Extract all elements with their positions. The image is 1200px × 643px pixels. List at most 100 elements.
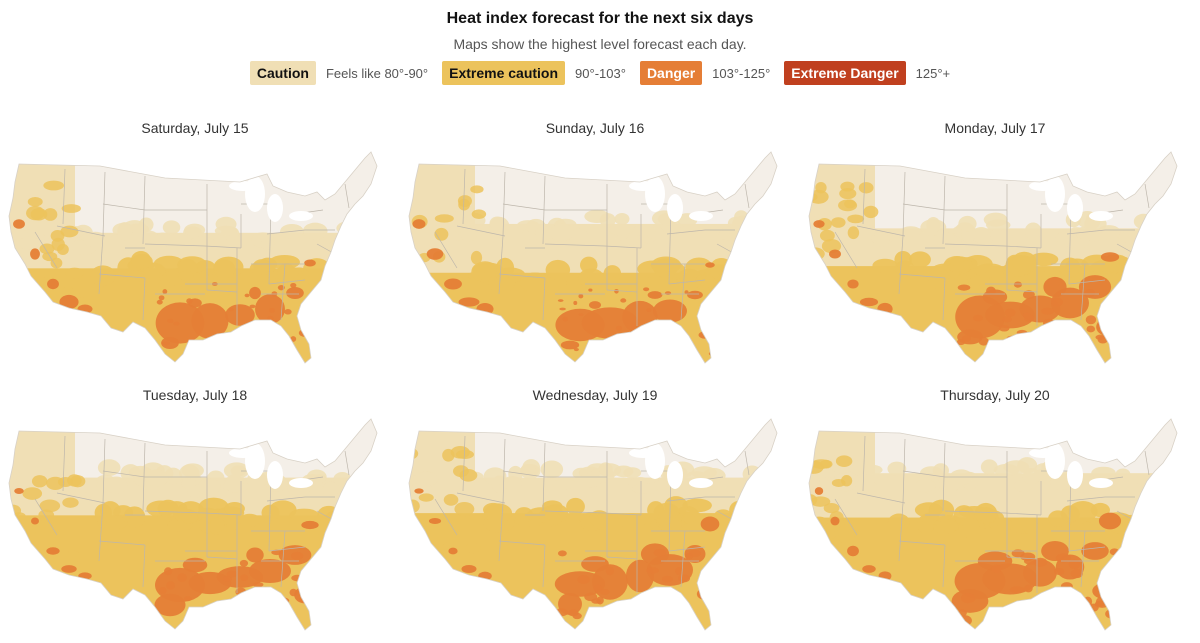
heat-zone (764, 465, 777, 483)
state-border (206, 289, 238, 293)
state-border (462, 435, 466, 492)
heat-zone (186, 298, 193, 304)
heat-zone (815, 181, 827, 194)
legend: Caution Feels like 80°-90° Extreme cauti… (0, 61, 1200, 85)
heat-zone (928, 499, 955, 522)
heat-zone (625, 559, 655, 593)
state-border (144, 243, 206, 247)
heat-zone (993, 463, 1020, 477)
state-border (898, 540, 946, 546)
state-border (1080, 530, 1086, 588)
heat-zone (1154, 227, 1177, 243)
heat-zone (1024, 222, 1042, 240)
heat-zone (615, 325, 623, 331)
heat-zone (443, 493, 459, 506)
heat-zone (39, 243, 55, 255)
heat-zone (608, 223, 634, 236)
heat-zone (1100, 252, 1120, 262)
heat-zone (1002, 316, 1012, 323)
heat-zone (741, 269, 765, 286)
heat-zone (455, 449, 475, 459)
lake (229, 448, 257, 458)
state-border (944, 243, 1006, 247)
state-border (542, 277, 546, 321)
heat-zone (14, 488, 24, 494)
legend-range-caution: Feels like 80°-90° (325, 65, 429, 81)
heat-zone (156, 299, 163, 305)
caution-zone (409, 164, 475, 363)
heat-zone (409, 281, 419, 293)
heat-zone (520, 463, 536, 476)
heat-zone (161, 341, 170, 346)
heat-zone (61, 204, 81, 213)
heat-zone (647, 291, 663, 299)
heat-zone (680, 343, 685, 347)
heat-map-saturday (8, 151, 378, 364)
heat-zone (1133, 502, 1164, 524)
heat-zone (127, 270, 149, 286)
state-border (98, 273, 146, 279)
heat-zone (577, 575, 590, 584)
heat-zone (631, 225, 656, 237)
heat-zone (926, 216, 941, 233)
heat-zone (197, 478, 221, 496)
legend-item-extreme-danger: Extreme Danger 125°+ (784, 61, 950, 85)
heat-zone (249, 286, 261, 300)
heat-zone (685, 552, 694, 560)
heat-zone (601, 615, 610, 624)
heat-zone (1147, 233, 1166, 245)
heat-zone (97, 515, 128, 530)
heat-zone (184, 223, 206, 237)
state-border (498, 235, 504, 295)
heat-zone (1043, 276, 1067, 298)
heat-zone (465, 542, 481, 554)
heat-zone (649, 616, 659, 623)
heat-zone (289, 588, 298, 597)
heat-zone (1098, 512, 1122, 530)
heat-zone (1055, 553, 1071, 563)
page-title: Heat index forecast for the next six day… (446, 10, 754, 27)
state-border (266, 496, 306, 502)
heat-zone (1094, 600, 1110, 608)
heat-zone (519, 272, 551, 292)
heat-zone (1045, 605, 1055, 617)
heat-zone (1029, 252, 1059, 267)
state-border (34, 498, 58, 536)
state-border (1006, 289, 1038, 293)
heat-zone (483, 467, 507, 485)
heat-zone (22, 487, 43, 500)
heat-zone (838, 199, 858, 212)
heat-zone (682, 511, 704, 525)
state-border (604, 512, 642, 516)
heat-zone (645, 349, 652, 355)
heat-zone (695, 273, 716, 291)
heat-zone (645, 327, 652, 332)
lake (289, 478, 313, 488)
heat-zone (559, 307, 566, 311)
state-border (902, 470, 946, 478)
heat-zone (934, 232, 958, 247)
heat-zone (261, 504, 280, 521)
heat-zone (641, 597, 649, 606)
heat-zone (200, 612, 210, 620)
heat-zone (676, 345, 682, 351)
map-panel-monday: Monday, July 17 (805, 120, 1185, 370)
legend-item-extreme-caution: Extreme caution 90°-103° (442, 61, 626, 85)
heat-zone (294, 586, 316, 604)
heat-zone (414, 488, 424, 494)
heat-zone (43, 180, 65, 191)
heat-zone (872, 232, 890, 247)
heat-zone (1070, 569, 1083, 579)
heat-zone (46, 547, 60, 555)
heat-zone (240, 574, 249, 581)
heat-zone (557, 299, 564, 302)
heat-zone (214, 225, 238, 236)
heat-zone (213, 259, 236, 279)
heat-zone (354, 468, 377, 480)
heat-zone (272, 266, 303, 283)
heat-zone (1060, 582, 1073, 591)
heat-zone (322, 481, 339, 499)
state-border (856, 492, 906, 504)
heat-zone (917, 514, 935, 535)
heat-zone (305, 299, 312, 303)
